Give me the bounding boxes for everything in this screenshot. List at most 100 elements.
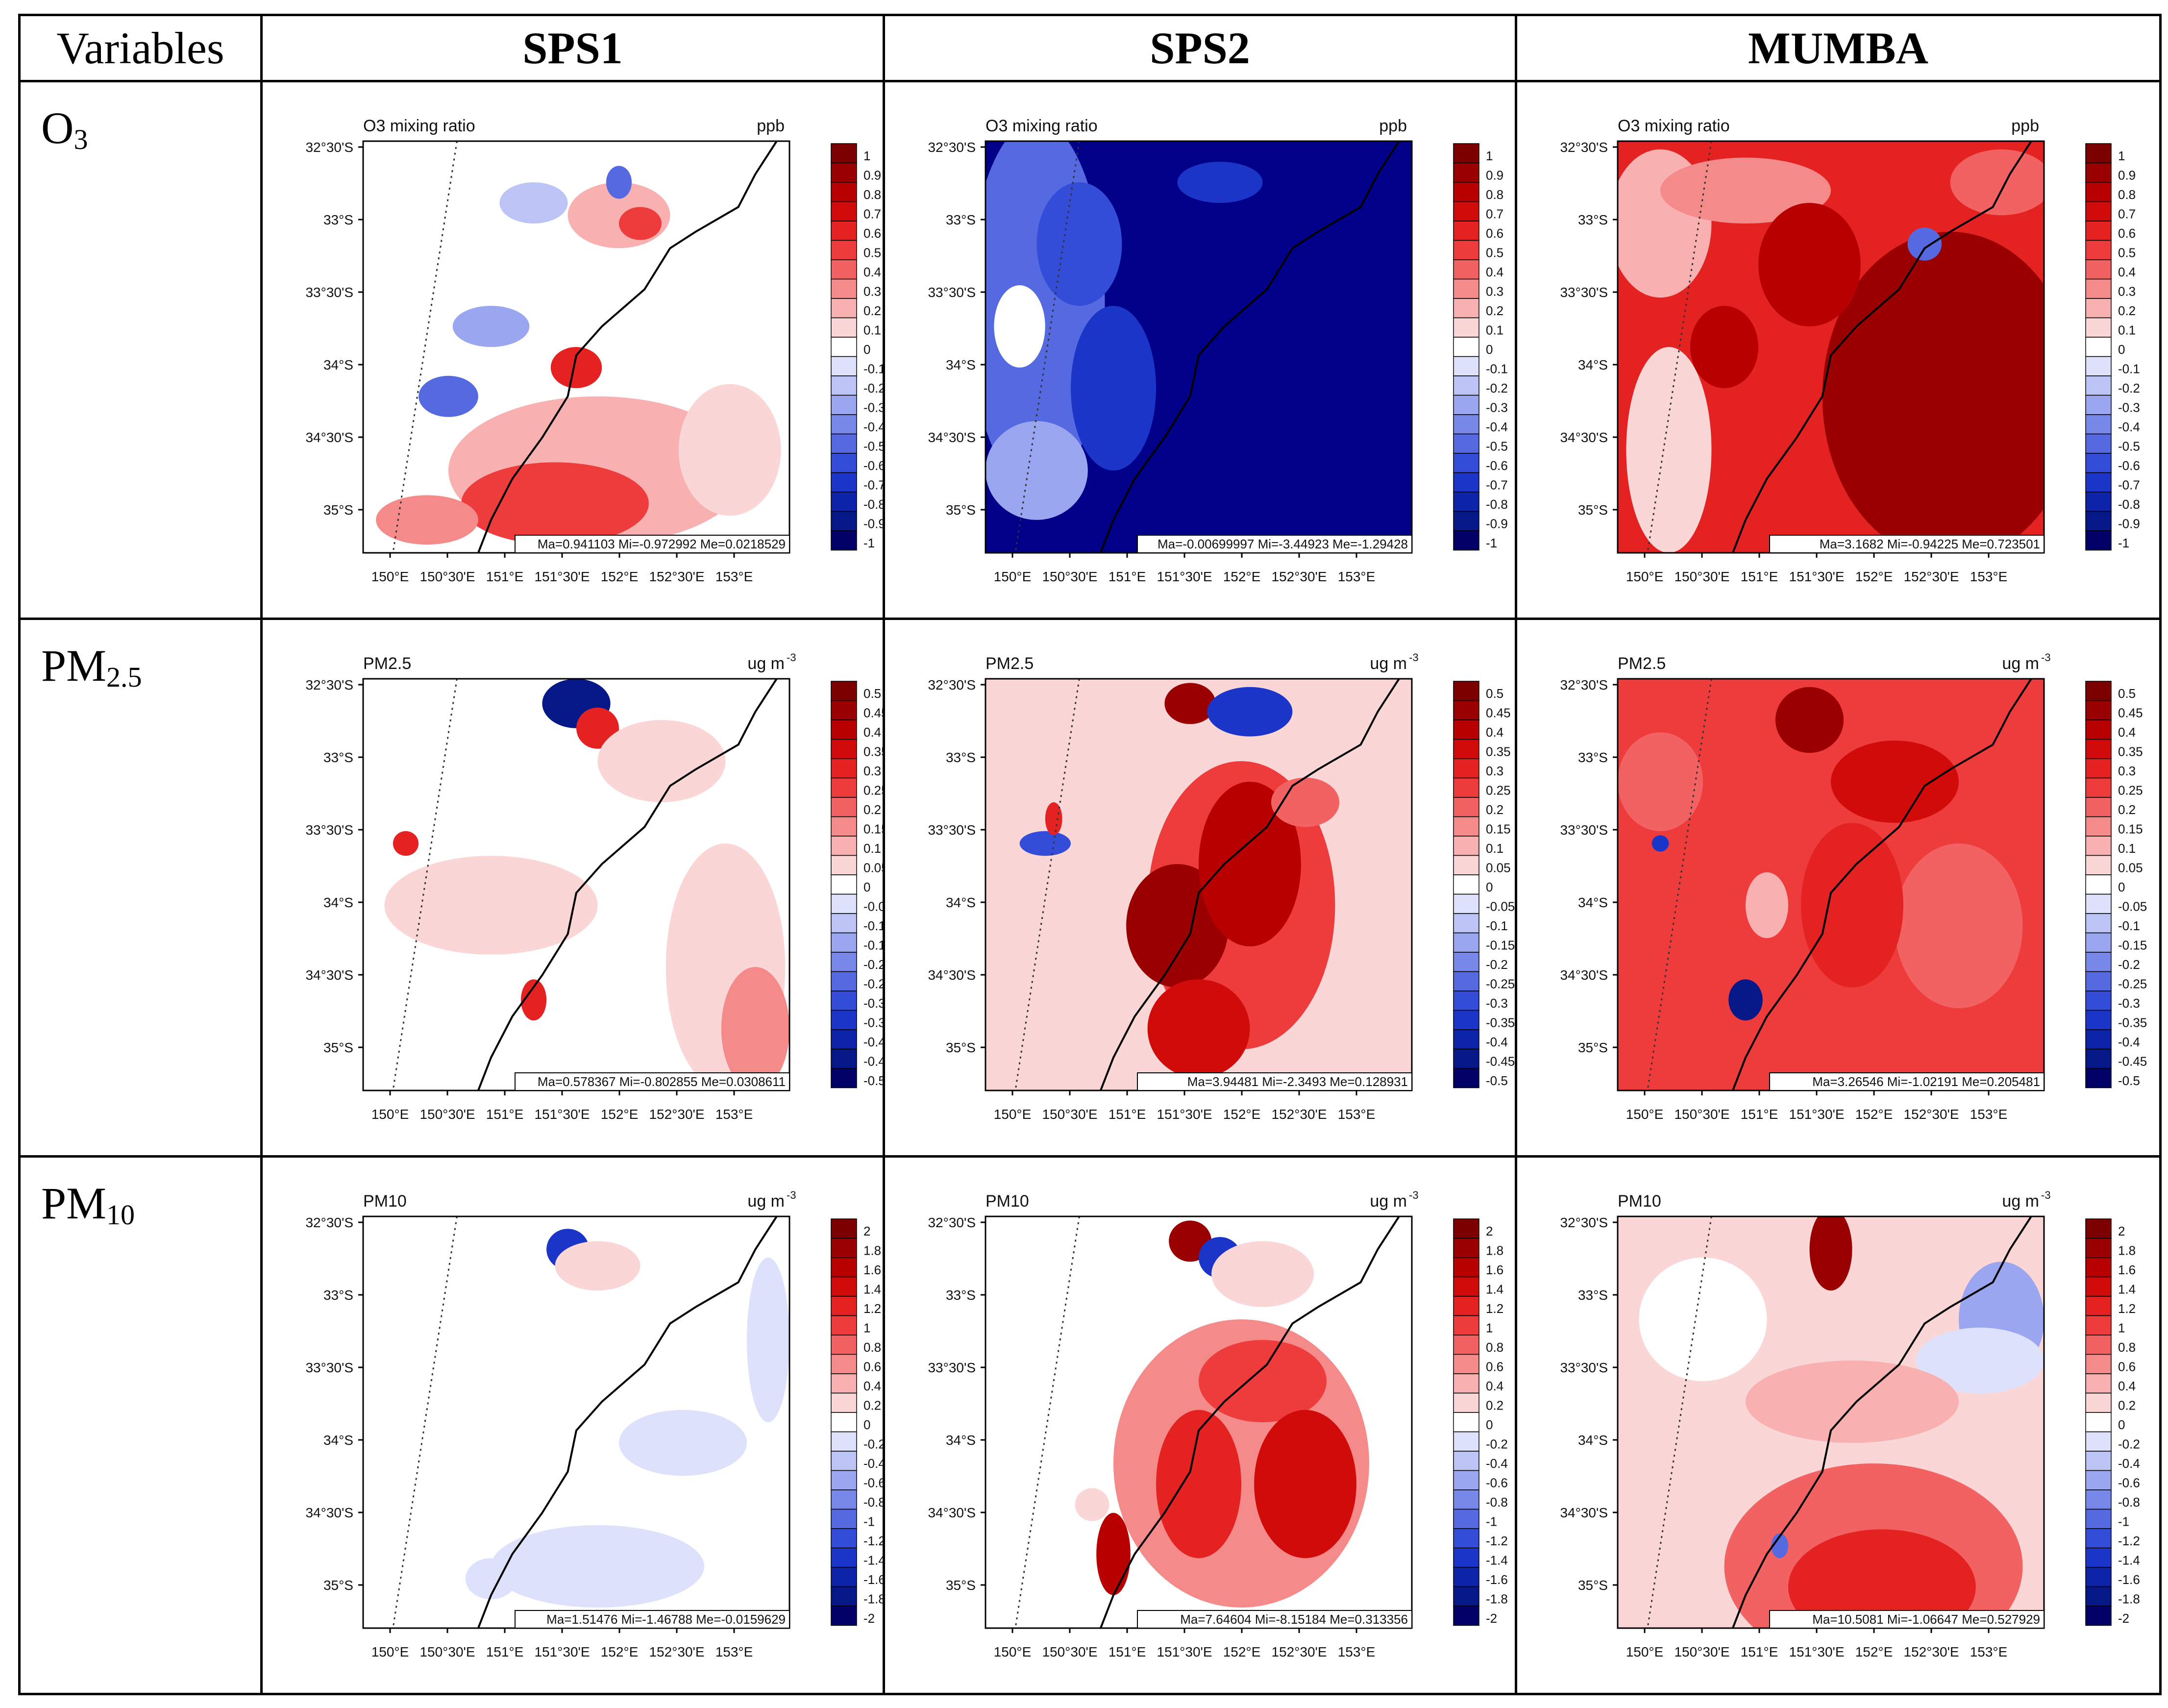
lon-tick-label: 150°30'E	[419, 569, 475, 584]
colorbar-label: 1	[1486, 149, 1493, 163]
colorbar-segment	[1453, 414, 1479, 435]
field-patch	[619, 1410, 747, 1476]
colorbar-segment	[2085, 221, 2112, 241]
colorbar-label: 0.2	[2118, 303, 2136, 318]
colorbar-segment	[1453, 162, 1479, 183]
colorbar-label: 0.1	[863, 841, 881, 856]
colorbar-segment	[2085, 1354, 2112, 1374]
lat-tick-label: 34°S	[323, 1433, 353, 1448]
colorbar-segment	[2085, 1412, 2112, 1433]
colorbar-label: -0.6	[1486, 458, 1508, 473]
stats-text: Ma=0.578367 Mi=-0.802855 Me=0.0308611	[538, 1074, 786, 1089]
lat-tick-label: 34°30'S	[928, 430, 976, 445]
lat-tick-label: 33°30'S	[305, 1360, 353, 1375]
domain-boundary-line	[1014, 679, 1080, 1090]
lon-tick-label: 151°30'E	[534, 569, 590, 584]
field-patch	[419, 375, 478, 417]
coastline	[477, 1216, 778, 1628]
colorbar-segment	[2085, 1048, 2112, 1069]
map-panel: O3 mixing ratio ppb 32°30'S 33°S 33°30'S 34°S…	[260, 80, 885, 620]
lon-tick-label: 151°E	[486, 569, 524, 584]
field-patch	[1775, 687, 1844, 753]
colorbar-segment	[1453, 1257, 1479, 1278]
colorbar-label: -1	[2118, 536, 2129, 550]
colorbar-label: -0.4	[1486, 1456, 1508, 1471]
colorbar-label: -0.2	[2118, 381, 2140, 396]
colorbar-segment	[831, 298, 857, 319]
colorbar-label: 0.15	[1486, 822, 1511, 837]
colorbar-label: 1	[863, 1321, 870, 1336]
colorbar-label: -0.2	[1486, 1437, 1508, 1452]
field-patch	[499, 182, 568, 223]
colorbar-segment	[2085, 511, 2112, 531]
colorbar-segment	[831, 1412, 857, 1433]
colorbar-segment	[831, 1315, 857, 1336]
lat-tick-label: 33°30'S	[928, 1360, 976, 1375]
colorbar-segment	[831, 1238, 857, 1258]
field-patch	[721, 967, 789, 1090]
colorbar-label: 0.5	[1486, 686, 1503, 701]
colorbar-segment	[1453, 278, 1479, 299]
map-svg: O3 mixing ratio ppb 32°30'S 33°S 33°30'S 34°S…	[928, 117, 1508, 584]
field-patch	[1788, 1529, 1976, 1628]
panel-title: O3 mixing ratio	[1618, 117, 1730, 135]
colorbar-segment	[831, 259, 857, 280]
colorbar-label: -0.2	[2118, 957, 2140, 972]
colorbar-segment	[1453, 143, 1479, 164]
lat-tick-label: 33°S	[946, 750, 976, 765]
colorbar-segment	[2085, 453, 2112, 473]
colorbar-segment	[831, 1276, 857, 1297]
colorbar-label: 0.25	[2118, 783, 2143, 798]
colorbar-label: -0.35	[2118, 1015, 2147, 1030]
lat-tick-label: 35°S	[323, 1040, 353, 1055]
lat-tick-label: 35°S	[1578, 502, 1608, 518]
colorbar-segment	[2085, 492, 2112, 512]
colorbar-segment	[2085, 739, 2112, 759]
panel-title: PM2.5	[1618, 654, 1666, 673]
colorbar-label: 1.8	[2118, 1243, 2136, 1258]
lat-tick-label: 35°S	[1578, 1040, 1608, 1055]
domain-boundary-line	[392, 679, 458, 1090]
colorbar-label: -0.35	[1486, 1015, 1515, 1030]
lon-tick-label: 150°30'E	[1042, 1107, 1097, 1122]
field-patch	[597, 720, 726, 802]
colorbar-segment	[1453, 375, 1479, 396]
colorbar-segment	[831, 1010, 857, 1030]
colorbar-segment	[2085, 1567, 2112, 1587]
colorbar-segment	[2085, 1335, 2112, 1355]
colorbar-segment	[2085, 1296, 2112, 1316]
colorbar-label: -0.35	[863, 1015, 883, 1030]
stats-box	[515, 1072, 790, 1091]
field-patch	[1618, 732, 1703, 831]
colorbar-segment	[831, 395, 857, 415]
colorbar-segment	[1453, 777, 1479, 798]
panel-unit-sup: -3	[1409, 651, 1419, 664]
colorbar-segment	[2085, 1606, 2112, 1626]
panel-title: O3 mixing ratio	[985, 117, 1098, 135]
panel-unit: ug m	[2002, 1192, 2039, 1211]
colorbar-label: 0.45	[863, 706, 883, 720]
colorbar-label: -0.5	[863, 439, 883, 454]
colorbar-label: -0.6	[2118, 1476, 2140, 1490]
colorbar-segment	[2085, 162, 2112, 183]
colorbar-label: 0.1	[1486, 841, 1503, 856]
colorbar-label: -0.45	[2118, 1054, 2147, 1069]
row-label-pm25: PM2.5	[18, 618, 263, 1158]
colorbar-label: -0.5	[1486, 439, 1508, 454]
colorbar-label: -0.25	[1486, 977, 1515, 991]
colorbar-label: -0.6	[863, 458, 883, 473]
colorbar-segment	[831, 855, 857, 875]
colorbar-label: 0.8	[2118, 187, 2136, 202]
colorbar-label: -0.6	[2118, 458, 2140, 473]
coastline	[1100, 141, 1400, 553]
colorbar-label: -0.2	[1486, 957, 1508, 972]
colorbar-segment	[2085, 816, 2112, 837]
colorbar-label: -0.6	[1486, 1476, 1508, 1490]
colorbar-segment	[831, 1431, 857, 1452]
map-svg: O3 mixing ratio ppb 32°30'S 33°S 33°30'S 34°S…	[305, 117, 883, 584]
lon-tick-label: 151°E	[486, 1107, 524, 1122]
colorbar-label: 0.4	[1486, 1379, 1503, 1393]
colorbar-segment	[1453, 453, 1479, 473]
colorbar-label: -0.4	[2118, 1456, 2140, 1471]
field-patch	[1207, 687, 1293, 737]
